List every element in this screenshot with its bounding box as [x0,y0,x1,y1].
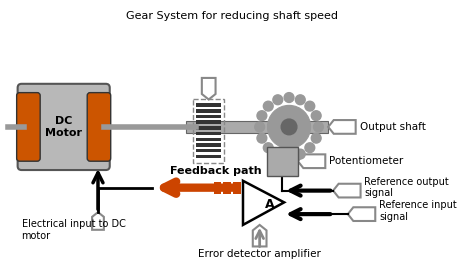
Bar [196,149,221,152]
Text: Reference output
signal: Reference output signal [365,177,449,199]
Polygon shape [333,184,361,198]
Circle shape [255,122,264,132]
Polygon shape [328,120,356,134]
Bar [233,182,241,194]
Circle shape [295,95,305,105]
Polygon shape [253,225,266,246]
Polygon shape [202,78,216,99]
Text: Gear System for reducing shaft speed: Gear System for reducing shaft speed [126,11,338,21]
Circle shape [305,143,315,153]
Text: Electrical input to DC
motor: Electrical input to DC motor [21,219,126,241]
Circle shape [267,105,310,149]
Bar [196,132,221,135]
Bar [196,103,221,107]
Circle shape [273,149,283,159]
Text: Error detector amplifier: Error detector amplifier [198,249,321,259]
Bar [196,109,221,113]
Circle shape [281,119,297,135]
Text: Reference input
signal: Reference input signal [379,200,457,222]
FancyBboxPatch shape [87,93,111,161]
Polygon shape [348,207,375,221]
Text: A: A [264,198,274,211]
Polygon shape [243,181,284,225]
Text: Feedback path: Feedback path [170,166,261,176]
Polygon shape [92,212,104,230]
Bar [214,182,221,194]
Bar [196,120,221,124]
FancyBboxPatch shape [17,93,40,161]
Bar [196,115,221,118]
Circle shape [264,101,273,111]
Bar [196,138,221,141]
FancyBboxPatch shape [18,84,110,170]
Circle shape [313,122,323,132]
Text: DC
Motor: DC Motor [45,116,82,138]
Bar [193,99,224,163]
Bar [186,121,328,133]
Circle shape [273,95,283,105]
Text: Output shaft: Output shaft [360,122,426,132]
Bar [196,143,221,146]
Circle shape [311,133,321,143]
Circle shape [284,93,294,102]
Circle shape [257,133,267,143]
Bar [223,182,231,194]
Circle shape [264,143,273,153]
Bar [266,146,298,176]
Text: Potentiometer: Potentiometer [329,156,403,166]
Polygon shape [298,154,325,168]
Circle shape [257,111,267,120]
Circle shape [284,151,294,161]
Circle shape [295,149,305,159]
Bar [196,155,221,158]
Circle shape [305,101,315,111]
Bar [196,126,221,130]
Circle shape [311,111,321,120]
